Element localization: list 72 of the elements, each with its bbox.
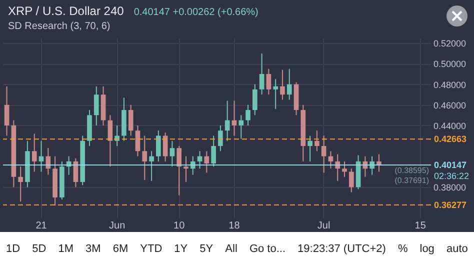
text: All <box>225 243 238 255</box>
candlestick <box>204 150 210 174</box>
candlestick <box>128 104 134 136</box>
text: 1Y <box>174 243 188 255</box>
candlestick <box>328 150 334 170</box>
candlestick <box>342 160 347 178</box>
candlestick <box>108 114 113 168</box>
text: 5D <box>32 243 46 255</box>
text: auto <box>446 243 468 255</box>
ref-line-label: 0.40147 <box>434 160 467 170</box>
candlestick <box>197 150 202 170</box>
candlestick <box>156 130 161 162</box>
ref-line-label: 0.42663 <box>434 134 467 144</box>
y-tick-label: 0.38000 <box>434 182 466 193</box>
candlestick <box>114 124 120 146</box>
candlestick <box>211 135 216 168</box>
x-tick-label: Jun <box>109 220 126 232</box>
candlestick <box>142 135 148 180</box>
y-tick-label: 0.48000 <box>434 80 466 90</box>
text: 19:23:37 (UTC+2) <box>298 243 386 255</box>
candlestick <box>232 100 237 136</box>
text: % <box>398 243 408 255</box>
text: 1D <box>6 243 20 255</box>
candlestick <box>4 86 10 136</box>
y-tick-label: 0.52000 <box>434 38 466 49</box>
candlestick <box>266 68 272 96</box>
text: 02:36:22 <box>434 171 470 182</box>
candlestick <box>259 52 264 96</box>
candlestick <box>135 124 140 157</box>
chart-title: XRP / U.S. Dollar 240 <box>8 4 124 18</box>
candlestick <box>308 135 312 162</box>
text: 5Y <box>200 243 214 255</box>
y-tick-label: 0.44000 <box>434 120 466 131</box>
y-tick-label: 0.46000 <box>434 100 466 110</box>
candlestick <box>252 84 258 116</box>
candlestick <box>246 104 250 126</box>
y-tick-label: 0.50000 <box>434 59 466 70</box>
candlestick <box>32 133 37 172</box>
chart-subtitle: 0.40147 +0.00262 (+0.66%) <box>134 7 258 18</box>
candlestick <box>46 148 51 176</box>
candlestick <box>273 78 278 110</box>
x-tick-label: Jul <box>317 220 330 232</box>
candlestick <box>218 124 223 152</box>
text: 6M <box>112 243 128 255</box>
ref-line-label: 0.36277 <box>434 200 467 210</box>
x-tick-label: 18 <box>228 220 240 232</box>
annotation: (0.37691) <box>394 176 430 186</box>
text: YTD <box>140 243 162 255</box>
text: 3M <box>86 243 101 255</box>
x-tick-label: 10 <box>174 220 186 232</box>
candlestick <box>170 140 175 168</box>
candlestick <box>321 135 326 174</box>
candlestick <box>18 166 23 202</box>
x-tick-label: 21 <box>36 220 48 232</box>
candlestick <box>94 86 99 126</box>
text: 1M <box>58 243 74 255</box>
text: Go to... <box>249 243 286 255</box>
x-tick-label: 15 <box>414 220 426 232</box>
candlestick <box>286 68 292 100</box>
candlestick <box>348 168 354 193</box>
annotation: (0.38595) <box>394 166 430 176</box>
candlestick <box>149 150 154 182</box>
candlestick <box>184 156 188 182</box>
candlestick <box>162 132 168 162</box>
candlestick <box>38 140 44 172</box>
candlestick <box>224 100 230 142</box>
text: log <box>420 243 434 255</box>
candlestick <box>280 69 285 100</box>
candlestick <box>314 130 320 152</box>
candlestick <box>176 146 182 196</box>
text: SD Research (3, 70, 6) <box>8 21 112 32</box>
candlestick <box>238 114 244 140</box>
